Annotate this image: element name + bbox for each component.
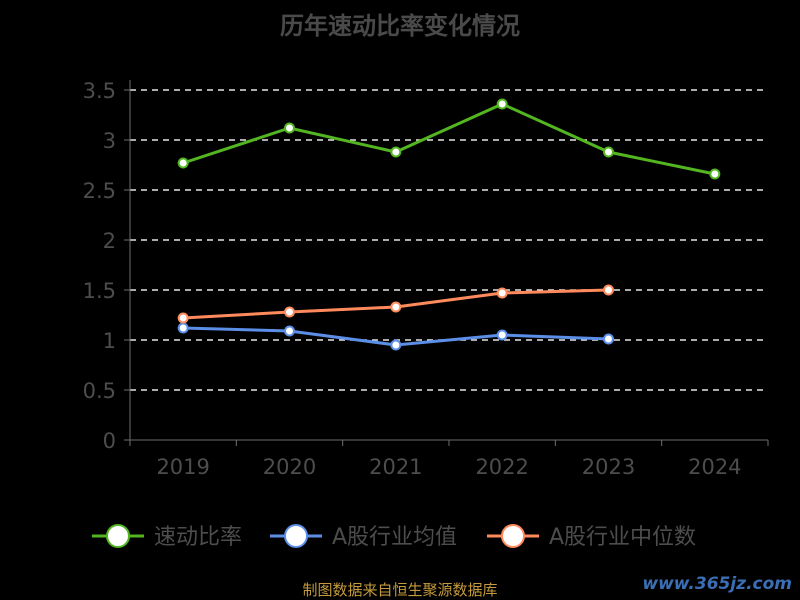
data-point [284,306,295,318]
x-tick-label: 2022 [475,455,528,479]
data-point [177,322,189,334]
y-tick-label: 2.5 [83,179,116,203]
y-tick-label: 0.5 [83,379,116,403]
y-tick-label: 1 [103,329,116,353]
series-line-1 [182,102,716,176]
data-point [177,312,189,324]
x-tick-label: 2021 [369,455,422,479]
data-point [709,168,721,180]
data-point [284,325,295,337]
data-point [390,339,402,351]
data-point [496,98,508,110]
x-tick-label: 2023 [582,455,635,479]
x-tick-label: 2024 [688,455,741,479]
grid-lines [130,89,768,391]
data-point [390,301,402,313]
legend-marker [284,524,308,548]
source-note: 制图数据来自恒生聚源数据库 [302,581,498,599]
chart-title: 历年速动比率变化情况 [280,12,520,40]
y-tick-label: 3.5 [83,79,116,103]
data-point [177,157,189,169]
y-tick-label: 0 [103,429,116,453]
legend-marker [501,524,525,548]
data-point [284,122,295,134]
data-point [496,287,508,299]
legend-label: 速动比率 [154,525,242,550]
data-point [603,146,614,158]
axes: 0 0.5 1 1.5 2 2.5 3 3.5 2019 2020 2021 2022 2023 2024 [83,79,769,479]
y-tick-label: 3 [103,129,116,153]
legend-label: A股行业均值 [332,525,457,550]
legend: 速动比率 A股行业均值 A股行业中位数 [92,524,696,550]
data-point [603,284,614,296]
watermark-logo: www.365jz.com [642,574,792,594]
y-tick-label: 2 [103,229,116,253]
y-tick-label: 1.5 [83,279,116,303]
x-tick-label: 2019 [156,455,209,479]
x-tick-label: 2020 [263,455,316,479]
legend-marker [106,524,130,548]
data-point [496,329,508,341]
data-point [603,333,614,345]
series-lines [177,98,721,351]
data-point [390,146,402,158]
legend-label: A股行业中位数 [549,525,696,550]
